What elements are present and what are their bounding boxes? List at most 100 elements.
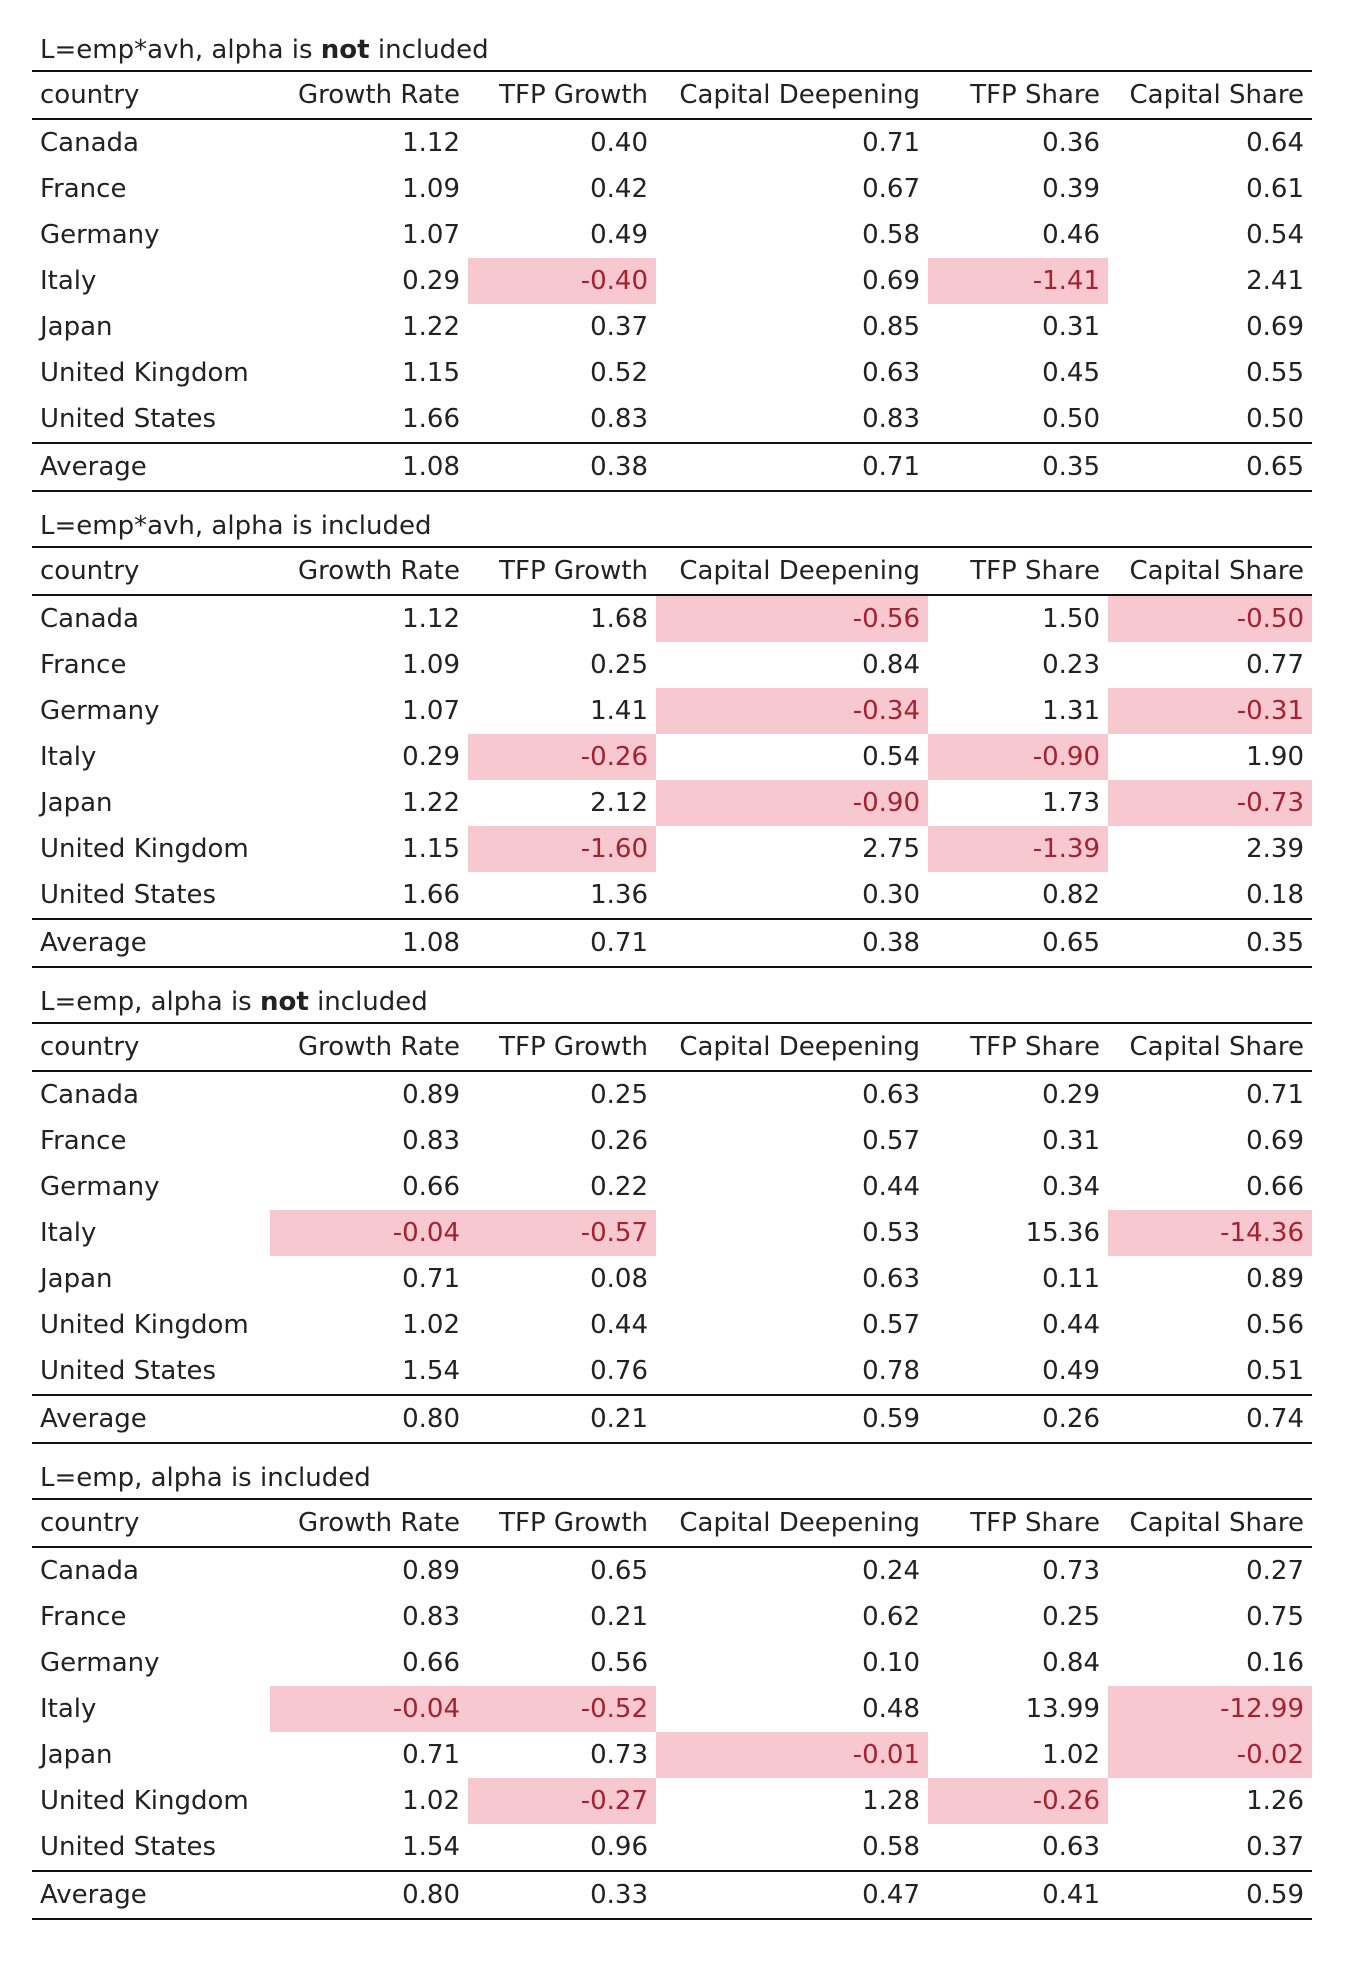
- column-header-growth-rate: Growth Rate: [270, 1023, 468, 1072]
- cell-capital-deepening: 0.62: [862, 1602, 920, 1632]
- cell-capital-deepening: 0.71: [862, 128, 920, 158]
- cell-capital-deepening: 0.63: [862, 1080, 920, 1110]
- column-header-tfp-growth: TFP Growth: [468, 71, 656, 120]
- cell-tfp-growth: -1.60: [468, 826, 656, 872]
- column-header-capital-deepening: Capital Deepening: [656, 71, 928, 120]
- cell-capital-deepening: 0.30: [862, 880, 920, 910]
- cell-growth-rate: -0.04: [270, 1686, 468, 1732]
- table-header: country Growth Rate TFP Growth Capital Deep…: [32, 1023, 1312, 1072]
- cell-tfp-growth: 0.26: [590, 1126, 648, 1156]
- cell-tfp-growth: 0.21: [590, 1602, 648, 1632]
- average-capital-deepening: 0.71: [656, 442, 928, 491]
- country-name: United Kingdom: [40, 1310, 249, 1340]
- cell-capital-deepening: 0.63: [862, 1264, 920, 1294]
- cell-growth-rate: 1.12: [402, 604, 460, 634]
- table-body: Canada 1.12 0.40 0.71 0.36 0.64 France 1.09 0.42…: [32, 119, 1312, 491]
- table-row: Germany 1.07 0.49 0.58 0.46 0.54: [32, 212, 1312, 258]
- country-name: Japan: [40, 1264, 113, 1294]
- country-name: Germany: [40, 696, 160, 726]
- cell-tfp-growth: 0.96: [590, 1832, 648, 1862]
- cell-growth-rate: 0.29: [402, 266, 460, 296]
- cell-tfp-growth: 0.25: [590, 1080, 648, 1110]
- table-row: Japan 1.22 0.37 0.85 0.31 0.69: [32, 304, 1312, 350]
- cell-growth-rate: 1.07: [402, 220, 460, 250]
- cell-tfp-growth: 0.42: [590, 174, 648, 204]
- table-row: Germany 0.66 0.56 0.10 0.84 0.16: [32, 1640, 1312, 1686]
- country-name: Canada: [40, 1556, 139, 1586]
- cell-tfp-growth: 0.65: [590, 1556, 648, 1586]
- table-body: Canada 1.12 1.68 -0.56 1.50 -0.50 France 1.09 0.…: [32, 595, 1312, 967]
- country-name: Italy: [40, 1694, 97, 1724]
- cell-capital-share: 0.61: [1246, 174, 1304, 204]
- cell-tfp-growth: 1.68: [590, 604, 648, 634]
- cell-capital-share: 0.51: [1246, 1356, 1304, 1386]
- table-row: Canada 1.12 0.40 0.71 0.36 0.64: [32, 119, 1312, 166]
- cell-tfp-share: 0.73: [1042, 1556, 1100, 1586]
- cell-growth-rate: 1.09: [402, 174, 460, 204]
- column-header-capital-share: Capital Share: [1108, 547, 1312, 596]
- cell-tfp-share: 0.29: [1042, 1080, 1100, 1110]
- average-tfp-share: 0.41: [928, 1870, 1108, 1919]
- table-section: L=emp, alpha is not included country Growt…: [32, 982, 1312, 1444]
- cell-growth-rate: 1.66: [402, 404, 460, 434]
- cell-growth-rate: 1.12: [402, 128, 460, 158]
- title-text: L=emp*avh, alpha is: [40, 35, 321, 65]
- country-name: United States: [40, 1832, 217, 1862]
- average-tfp-growth: 0.33: [468, 1870, 656, 1919]
- cell-tfp-growth: 0.44: [590, 1310, 648, 1340]
- table-body: Canada 0.89 0.25 0.63 0.29 0.71 France 0.83 0.26…: [32, 1071, 1312, 1443]
- cell-tfp-share: 0.45: [1042, 358, 1100, 388]
- cell-tfp-share: -0.90: [928, 734, 1108, 780]
- cell-capital-deepening: -0.56: [656, 595, 928, 642]
- cell-capital-share: 0.16: [1246, 1648, 1304, 1678]
- cell-growth-rate: 0.89: [402, 1556, 460, 1586]
- cell-capital-share: 0.75: [1246, 1602, 1304, 1632]
- column-header-tfp-growth: TFP Growth: [468, 547, 656, 596]
- cell-capital-share: 0.71: [1246, 1080, 1304, 1110]
- cell-capital-deepening: 0.84: [862, 650, 920, 680]
- average-capital-share: 0.35: [1108, 918, 1312, 967]
- cell-capital-share: 0.37: [1246, 1832, 1304, 1862]
- cell-growth-rate: 1.07: [402, 696, 460, 726]
- average-growth-rate: 0.80: [270, 1870, 468, 1919]
- cell-capital-deepening: 0.48: [862, 1694, 920, 1724]
- table-row: Italy 0.29 -0.26 0.54 -0.90 1.90: [32, 734, 1312, 780]
- average-capital-share: 0.65: [1108, 442, 1312, 491]
- table-row: France 0.83 0.21 0.62 0.25 0.75: [32, 1594, 1312, 1640]
- cell-growth-rate: 0.83: [402, 1126, 460, 1156]
- table-row: Italy 0.29 -0.40 0.69 -1.41 2.41: [32, 258, 1312, 304]
- cell-tfp-growth: 0.40: [590, 128, 648, 158]
- table-section: L=emp*avh, alpha is included country Growt…: [32, 506, 1312, 968]
- table-title: L=emp*avh, alpha is included: [32, 506, 1312, 546]
- cell-tfp-growth: 1.36: [590, 880, 648, 910]
- average-growth-rate: 1.08: [270, 442, 468, 491]
- cell-tfp-share: 0.39: [1042, 174, 1100, 204]
- cell-capital-deepening: 0.78: [862, 1356, 920, 1386]
- cell-tfp-share: 1.31: [1042, 696, 1100, 726]
- cell-growth-rate: 1.66: [402, 880, 460, 910]
- column-header-tfp-growth: TFP Growth: [468, 1023, 656, 1072]
- country-name: Canada: [40, 1080, 139, 1110]
- cell-capital-share: 0.54: [1246, 220, 1304, 250]
- cell-tfp-share: 0.49: [1042, 1356, 1100, 1386]
- cell-capital-share: 0.66: [1246, 1172, 1304, 1202]
- cell-growth-rate: 1.09: [402, 650, 460, 680]
- table-row: Japan 0.71 0.73 -0.01 1.02 -0.02: [32, 1732, 1312, 1778]
- table-row: Italy -0.04 -0.57 0.53 15.36 -14.36: [32, 1210, 1312, 1256]
- country-name: Japan: [40, 1740, 113, 1770]
- cell-tfp-share: 1.02: [1042, 1740, 1100, 1770]
- column-header-growth-rate: Growth Rate: [270, 1499, 468, 1548]
- cell-tfp-growth: -0.26: [468, 734, 656, 780]
- cell-tfp-share: 0.31: [1042, 1126, 1100, 1156]
- table-row: France 1.09 0.42 0.67 0.39 0.61: [32, 166, 1312, 212]
- cell-growth-rate: 0.66: [402, 1648, 460, 1678]
- cell-tfp-share: 0.63: [1042, 1832, 1100, 1862]
- average-capital-share: 0.74: [1108, 1394, 1312, 1443]
- title-text-end: included: [308, 987, 428, 1017]
- country-name: United States: [40, 1356, 217, 1386]
- country-name: Germany: [40, 1648, 160, 1678]
- country-name: Italy: [40, 1218, 97, 1248]
- column-header-country: country: [32, 547, 270, 596]
- header-row: country Growth Rate TFP Growth Capital Deep…: [32, 1023, 1312, 1072]
- cell-tfp-growth: -0.57: [468, 1210, 656, 1256]
